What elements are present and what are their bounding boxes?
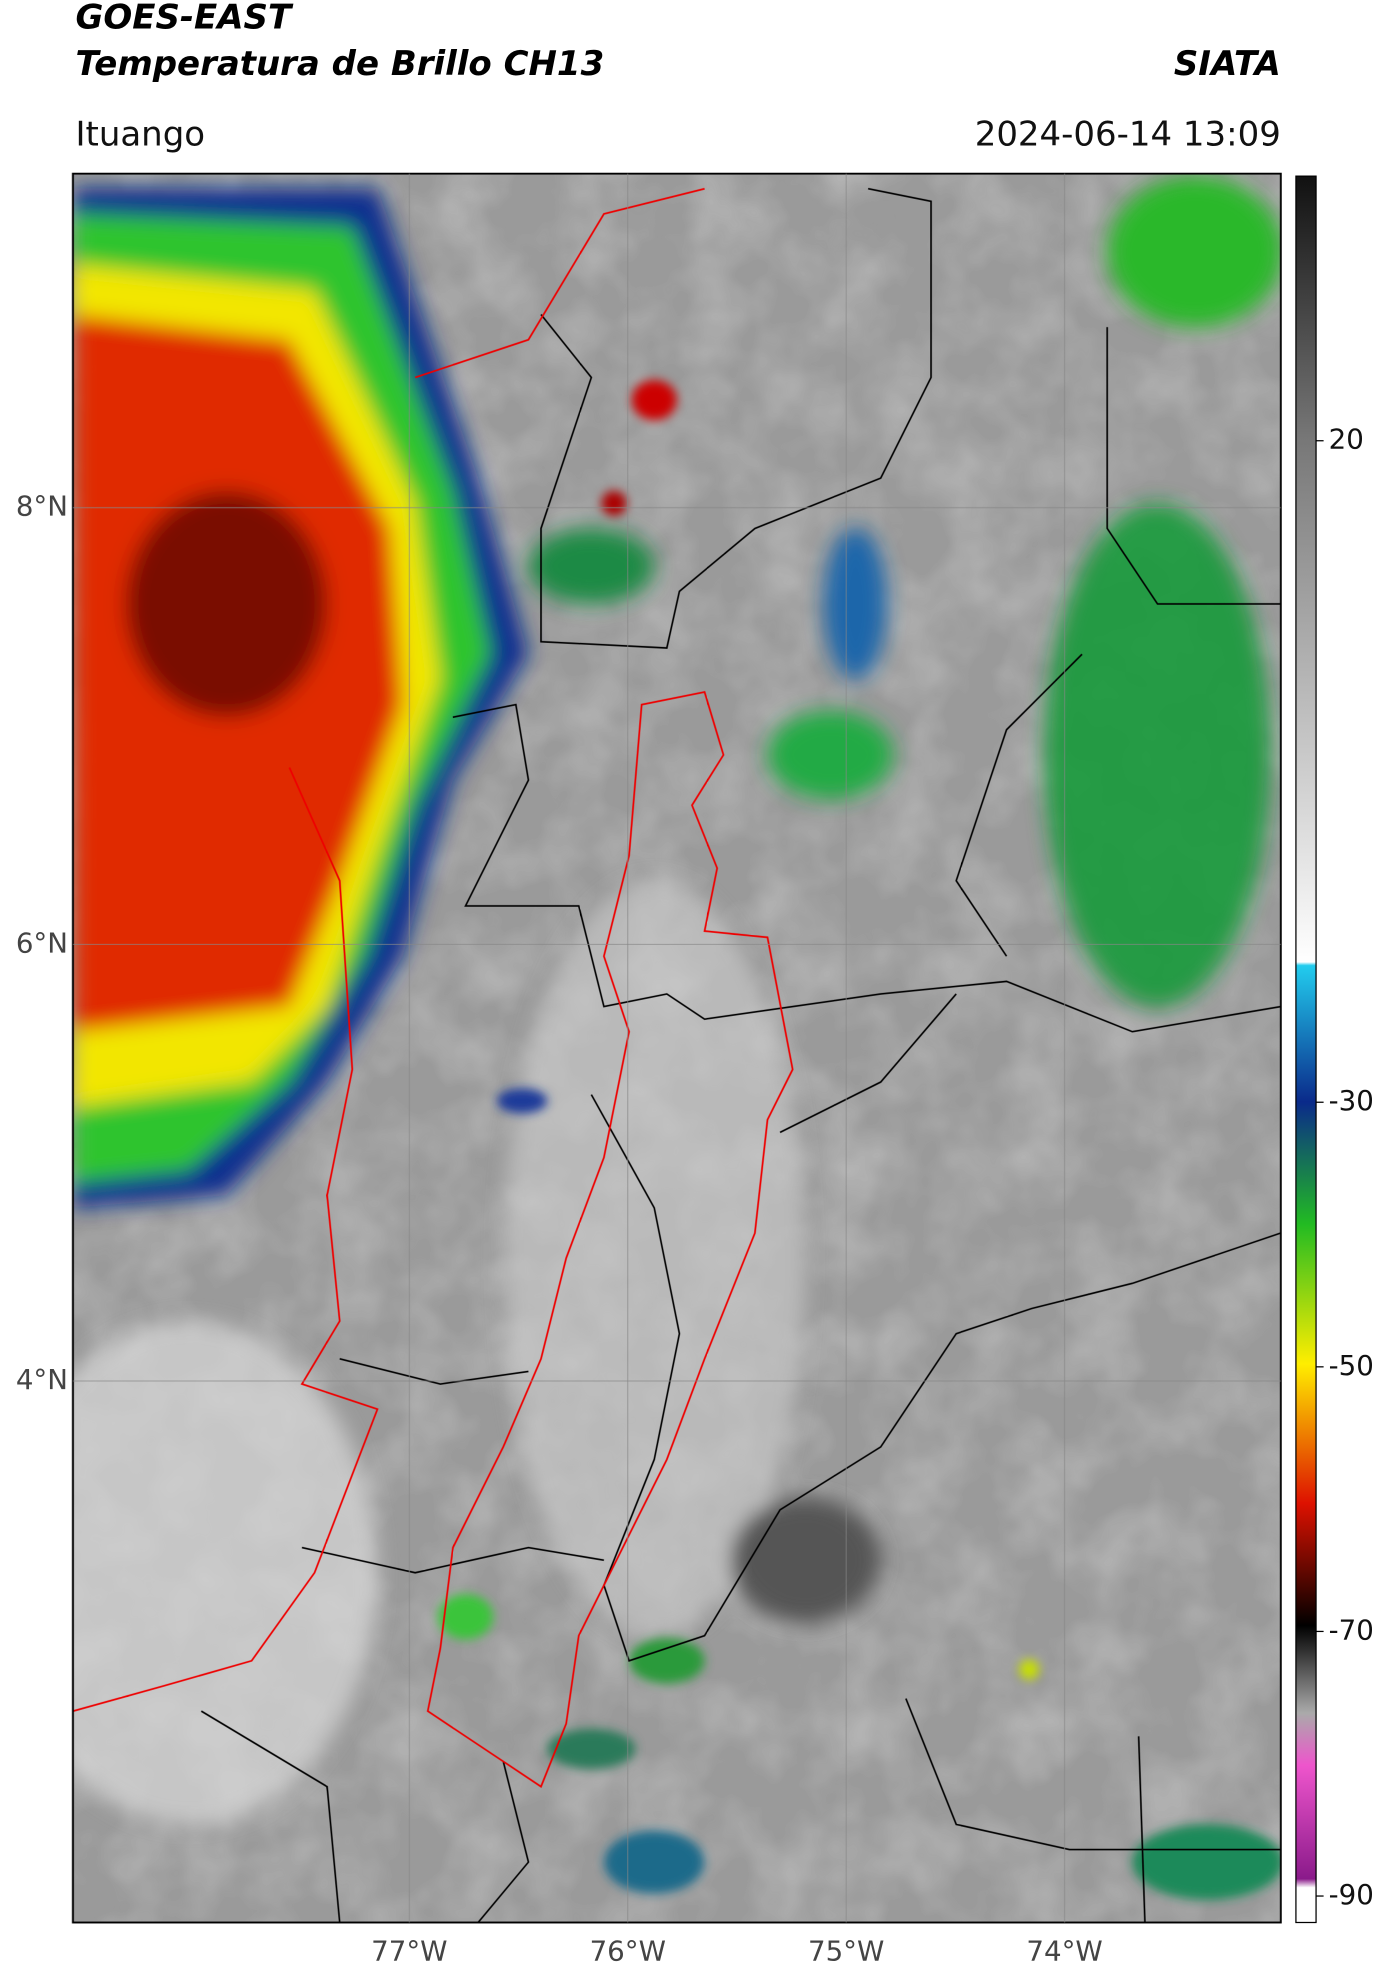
colorbar-tick-label: 20 bbox=[1329, 423, 1364, 456]
brand: SIATA bbox=[1174, 44, 1281, 84]
lon-tick-label: 74°W bbox=[1026, 1935, 1102, 1968]
satellite-image bbox=[72, 173, 1281, 1923]
lat-tick-label: 4°N bbox=[16, 1363, 68, 1396]
lat-tick-label: 8°N bbox=[16, 490, 68, 523]
subtitle: Temperatura de Brillo CH13 bbox=[75, 44, 604, 84]
datetime: 2024-06-14 13:09 bbox=[975, 114, 1281, 154]
lon-tick-label: 76°W bbox=[590, 1935, 666, 1968]
colorbar-tick-label: -50 bbox=[1329, 1349, 1374, 1382]
colorbar bbox=[1295, 175, 1317, 1924]
location: Ituango bbox=[75, 114, 205, 154]
colorbar-tick-label: -30 bbox=[1329, 1084, 1374, 1117]
colorbar-tick-label: -70 bbox=[1329, 1613, 1374, 1646]
map-frame bbox=[72, 172, 1282, 1924]
lon-tick-label: 77°W bbox=[371, 1935, 447, 1968]
title: GOES-EAST bbox=[75, 0, 293, 37]
colorbar-tick-label: -90 bbox=[1329, 1878, 1374, 1911]
lon-tick-label: 75°W bbox=[808, 1935, 884, 1968]
lat-tick-label: 6°N bbox=[16, 926, 68, 959]
